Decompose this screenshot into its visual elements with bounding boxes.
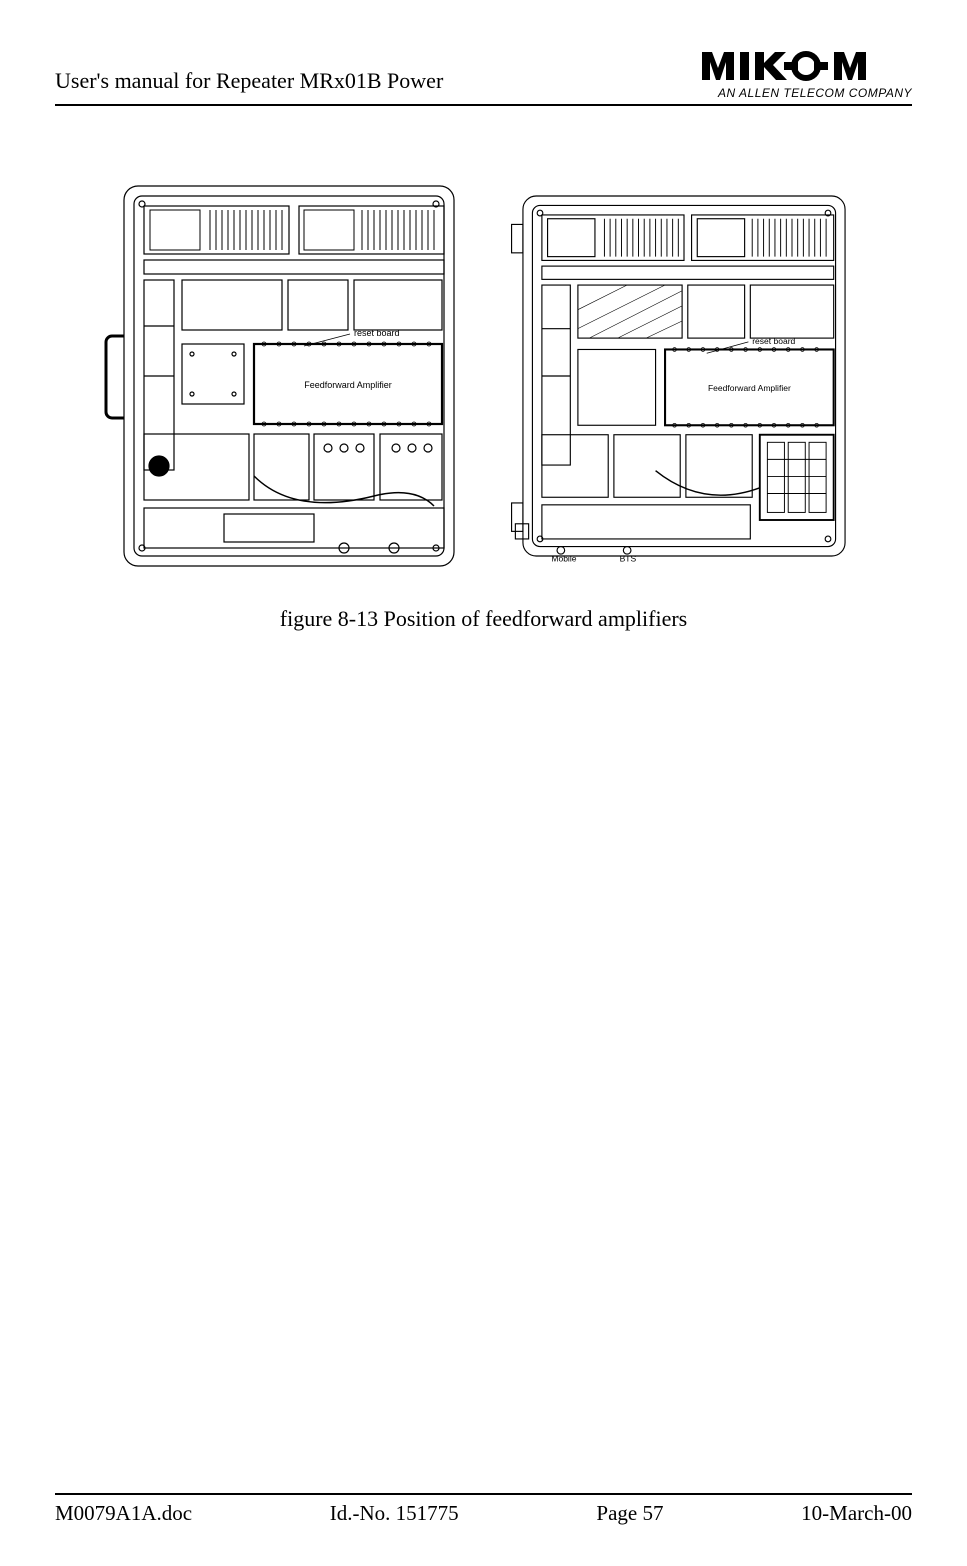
manual-title: User's manual for Repeater MRx01B Power xyxy=(55,68,443,100)
figure-row: reset board Feedforward Amplifier xyxy=(55,176,912,576)
footer-id: Id.-No. 151775 xyxy=(330,1501,459,1526)
feedforward-amp-label-r: Feedforward Amplifier xyxy=(707,383,790,393)
footer-date: 10-March-00 xyxy=(801,1501,912,1526)
unit-diagram-left: reset board Feedforward Amplifier xyxy=(104,176,464,576)
figure-caption: figure 8-13 Position of feedforward ampl… xyxy=(55,606,912,632)
page-footer: M0079A1A.doc Id.-No. 151775 Page 57 10-M… xyxy=(55,1493,912,1526)
reset-board-label: reset board xyxy=(354,328,400,338)
unit-diagram-right: reset board Feedforward Amplifier xyxy=(504,176,864,576)
logo-subtitle: AN ALLEN TELECOM COMPANY xyxy=(702,86,912,100)
page: User's manual for Repeater MRx01B Power xyxy=(0,0,967,1566)
header-rule xyxy=(55,104,912,106)
feedforward-amp-label: Feedforward Amplifier xyxy=(304,380,392,390)
port-mobile-label: Mobile xyxy=(551,554,576,564)
port-bts-label: BTS xyxy=(619,554,636,564)
reset-board-label-r: reset board xyxy=(752,336,795,346)
mikom-logo-icon xyxy=(702,48,912,84)
footer-doc: M0079A1A.doc xyxy=(55,1501,192,1526)
footer-rule xyxy=(55,1493,912,1495)
page-header: User's manual for Repeater MRx01B Power xyxy=(55,40,912,100)
footer-page: Page 57 xyxy=(596,1501,663,1526)
brand-logo: AN ALLEN TELECOM COMPANY xyxy=(702,48,912,100)
